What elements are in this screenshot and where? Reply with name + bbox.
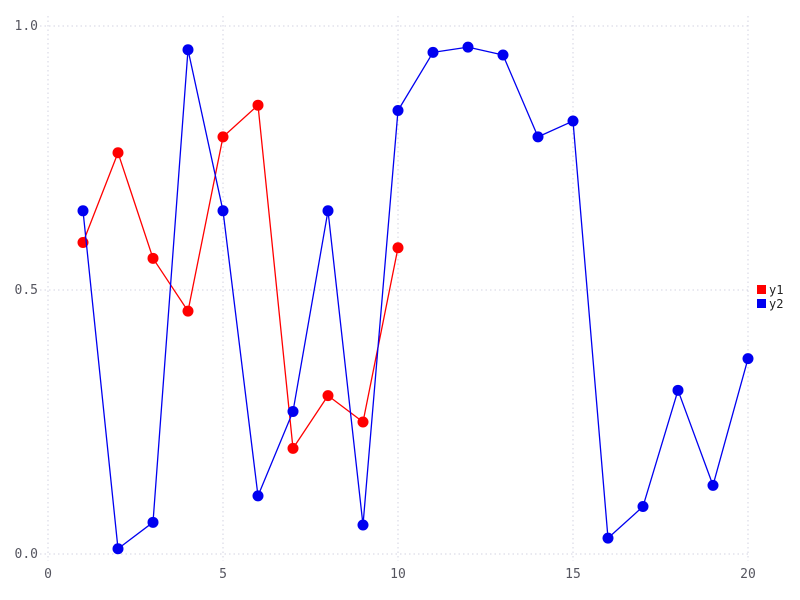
- data-point-y2: [112, 543, 124, 555]
- data-point-y2: [427, 46, 439, 58]
- data-point-y2: [322, 205, 334, 217]
- data-point-y2: [392, 104, 404, 116]
- y-tick-label: 0.0: [15, 547, 38, 562]
- data-point-y1: [322, 390, 334, 402]
- data-point-y2: [707, 479, 719, 491]
- series-y2: [77, 41, 754, 555]
- data-point-y1: [357, 416, 369, 428]
- axis-tick-labels: 0.0 0.5 1.0 0 5 10 15 20: [15, 19, 756, 582]
- data-point-y1: [182, 305, 194, 317]
- series-line-y1: [82, 104, 399, 450]
- legend-swatch-y1: [757, 285, 766, 294]
- data-point-y2: [217, 205, 229, 217]
- data-point-y2: [357, 519, 369, 531]
- data-point-y2: [672, 384, 684, 396]
- data-point-y2: [637, 500, 649, 512]
- data-point-y1: [252, 99, 264, 111]
- data-point-y2: [532, 131, 544, 143]
- x-tick-label: 5: [219, 567, 227, 582]
- data-point-y2: [77, 205, 89, 217]
- x-tick-label: 0: [44, 567, 52, 582]
- data-point-y2: [147, 516, 159, 528]
- x-tick-label: 10: [390, 567, 406, 582]
- data-point-y2: [497, 49, 509, 61]
- data-point-y1: [112, 147, 124, 159]
- data-point-y2: [742, 353, 754, 365]
- legend-label-y1: y1: [769, 283, 783, 297]
- y-tick-label: 1.0: [15, 19, 38, 34]
- legend-label-y2: y2: [769, 297, 783, 311]
- data-point-y2: [567, 115, 579, 127]
- data-point-y1: [217, 131, 229, 143]
- data-point-y2: [287, 405, 299, 417]
- x-tick-label: 15: [565, 567, 581, 582]
- data-point-y1: [287, 442, 299, 454]
- series-line-y2: [82, 46, 749, 550]
- series-y1: [77, 99, 404, 454]
- data-point-y2: [602, 532, 614, 544]
- data-point-y1: [392, 242, 404, 254]
- y-tick-label: 0.5: [15, 283, 38, 298]
- x-tick-label: 20: [740, 567, 756, 582]
- data-point-y2: [182, 44, 194, 56]
- legend-swatch-y2: [757, 299, 766, 308]
- data-point-y2: [462, 41, 474, 53]
- data-point-y2: [252, 490, 264, 502]
- gridlines: [40, 16, 749, 561]
- data-point-y1: [147, 252, 159, 264]
